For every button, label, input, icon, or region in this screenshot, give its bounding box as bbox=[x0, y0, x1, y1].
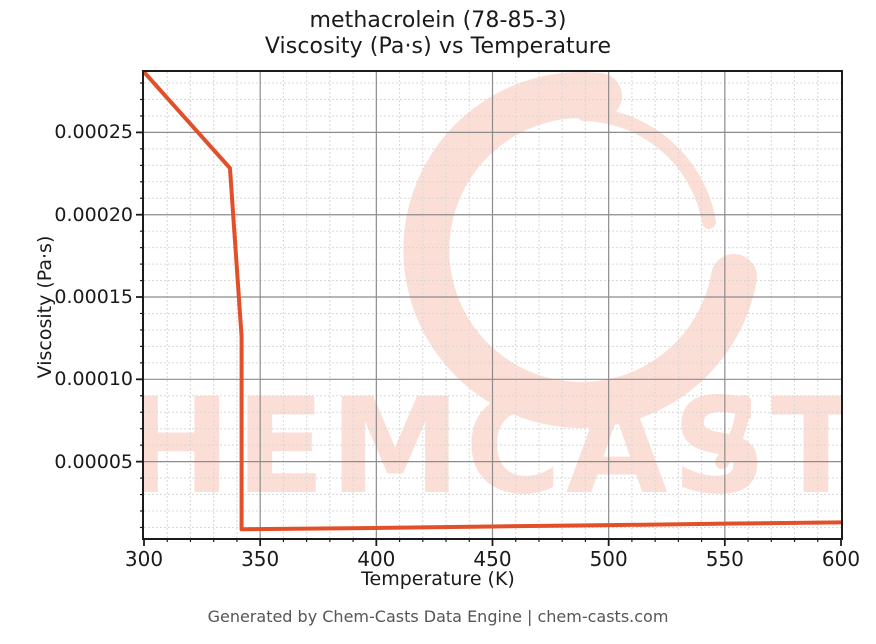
plot-canvas: CHEMCASTS bbox=[144, 72, 841, 538]
x-tick-label: 450 bbox=[473, 547, 512, 571]
x-tick-label: 600 bbox=[821, 547, 861, 571]
y-axis-tick-labels: 0.00005 0.00010 0.00015 0.00020 0.00025 bbox=[0, 0, 133, 644]
major-gridlines bbox=[144, 72, 841, 538]
x-tick-label: 500 bbox=[589, 547, 628, 571]
x-tick-label: 350 bbox=[241, 547, 280, 571]
y-tick-label: 0.00015 bbox=[54, 286, 133, 309]
x-tick-label: 550 bbox=[705, 547, 744, 571]
x-tick-label: 300 bbox=[124, 547, 164, 571]
x-axis-title: Temperature (K) bbox=[361, 568, 515, 590]
y-tick-label: 0.00020 bbox=[54, 203, 133, 226]
data-series-layer bbox=[144, 72, 841, 532]
x-tick-label: 400 bbox=[357, 547, 396, 571]
y-tick-label: 0.00005 bbox=[54, 450, 133, 473]
y-tick-label: 0.00010 bbox=[54, 368, 133, 391]
y-tick-label: 0.00025 bbox=[54, 121, 133, 144]
chart-subtitle: Viscosity (Pa·s) vs Temperature bbox=[264, 33, 612, 59]
y-axis-title: Viscosity (Pa·s) bbox=[34, 235, 56, 379]
footer-credit: Generated by Chem-Casts Data Engine | ch… bbox=[207, 607, 669, 626]
chart-title-block: methacrolein (78-85-3) Viscosity (Pa·s) … bbox=[0, 8, 876, 60]
plot-area: CHEMCASTS bbox=[142, 70, 843, 540]
page-title: methacrolein (78-85-3) bbox=[309, 8, 567, 33]
